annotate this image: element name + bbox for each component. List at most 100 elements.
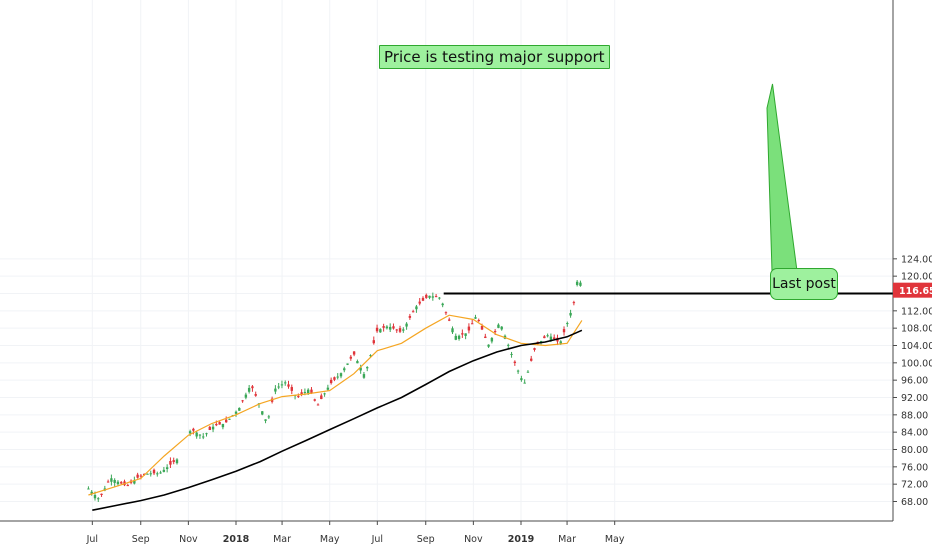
y-tick-label: 80.00: [901, 445, 928, 456]
last-price-box: [893, 282, 932, 298]
candle-body: [411, 311, 415, 313]
candle-body: [215, 423, 218, 426]
candle-body: [284, 382, 287, 384]
candle-body: [395, 329, 398, 331]
candle-body: [579, 282, 582, 286]
y-tick-label: 88.00: [901, 410, 928, 421]
candle-body: [339, 373, 343, 377]
candle-body: [133, 480, 136, 484]
candle-body: [375, 327, 379, 332]
candle-body: [100, 493, 103, 495]
candle-body: [208, 426, 211, 430]
candle-body: [224, 419, 228, 423]
y-tick-label: 72.00: [901, 480, 928, 491]
candle-body: [500, 326, 503, 330]
x-tick-label: Nov: [179, 534, 198, 545]
candle-body: [156, 473, 159, 475]
support-note-label: Price is testing major support: [379, 45, 610, 69]
x-tick-label: Mar: [558, 534, 576, 545]
candle-body: [198, 434, 202, 436]
x-tick-label: 2018: [223, 534, 250, 545]
candle-body: [415, 306, 418, 310]
candle-body: [408, 315, 412, 318]
candle-body: [192, 428, 195, 431]
x-tick-label: Sep: [417, 534, 435, 545]
candle-body: [507, 344, 510, 346]
candle-body: [405, 323, 408, 327]
candle-body: [247, 387, 251, 392]
candle-body: [205, 433, 208, 435]
y-tick-label: 76.00: [901, 462, 928, 473]
candle-body: [228, 418, 231, 420]
candle-body: [352, 351, 356, 355]
x-tick-label: Jul: [371, 534, 383, 545]
candle-body: [90, 491, 93, 494]
x-tick-label: Jul: [86, 534, 98, 545]
y-tick-label: 96.00: [901, 376, 928, 387]
y-tick-label: 120.00: [901, 272, 932, 283]
candle-body: [264, 419, 267, 421]
candle-body: [238, 407, 241, 411]
candle-body: [398, 328, 402, 332]
candle-body: [428, 295, 431, 298]
candle-body: [533, 348, 536, 350]
candle-body: [146, 473, 149, 475]
candle-body: [362, 374, 366, 378]
candle-body: [93, 495, 97, 499]
x-tick-label: May: [605, 534, 625, 545]
candle-body: [467, 326, 471, 331]
candle-body: [303, 391, 307, 393]
candle-body: [451, 328, 454, 333]
candle-body: [372, 340, 375, 344]
candle-body: [162, 469, 166, 472]
candle-body: [113, 479, 116, 483]
moving-average-black-line: [92, 329, 583, 511]
candle-body: [543, 336, 546, 339]
candle-body: [493, 331, 497, 333]
candle-body: [310, 389, 313, 394]
candle-body: [431, 296, 435, 298]
candle-body: [221, 423, 225, 428]
candle-body: [562, 329, 566, 333]
candle-body: [457, 335, 461, 339]
candle-body: [172, 460, 175, 463]
y-tick-label: 84.00: [901, 428, 928, 439]
candle-body: [388, 326, 392, 330]
candle-body: [392, 326, 395, 329]
candle-body: [313, 399, 316, 401]
candle-body: [441, 303, 444, 306]
candle-body: [379, 329, 382, 333]
candle-body: [484, 336, 487, 339]
candle-body: [241, 400, 244, 402]
candle-body: [211, 426, 215, 430]
candle-body: [454, 335, 457, 340]
candle-body: [136, 474, 139, 478]
candle-body: [261, 411, 264, 415]
candle-body: [382, 326, 385, 328]
candle-body: [320, 395, 323, 400]
candle-body: [280, 384, 284, 386]
candle-body: [251, 386, 254, 389]
candle-body: [349, 356, 353, 359]
candle-body: [297, 396, 300, 398]
y-tick-label: 104.00: [901, 341, 932, 352]
candle-body: [490, 338, 494, 342]
candle-body: [126, 485, 129, 487]
candle-body: [306, 389, 310, 394]
candle-body: [510, 353, 513, 355]
candle-body: [267, 416, 271, 418]
x-tick-label: Sep: [132, 534, 150, 545]
candle-body: [566, 323, 569, 325]
candle-body: [254, 394, 257, 396]
x-tick-label: May: [320, 534, 340, 545]
candle-body: [523, 382, 526, 384]
candle-body: [530, 358, 533, 361]
moving-averages: [88, 314, 583, 511]
y-tick-label: 68.00: [901, 497, 928, 508]
candle-body: [175, 459, 179, 464]
last-post-note-label: Last post: [770, 268, 838, 300]
candle-body: [110, 478, 113, 482]
candle-body: [120, 482, 123, 484]
candle-body: [202, 436, 205, 438]
